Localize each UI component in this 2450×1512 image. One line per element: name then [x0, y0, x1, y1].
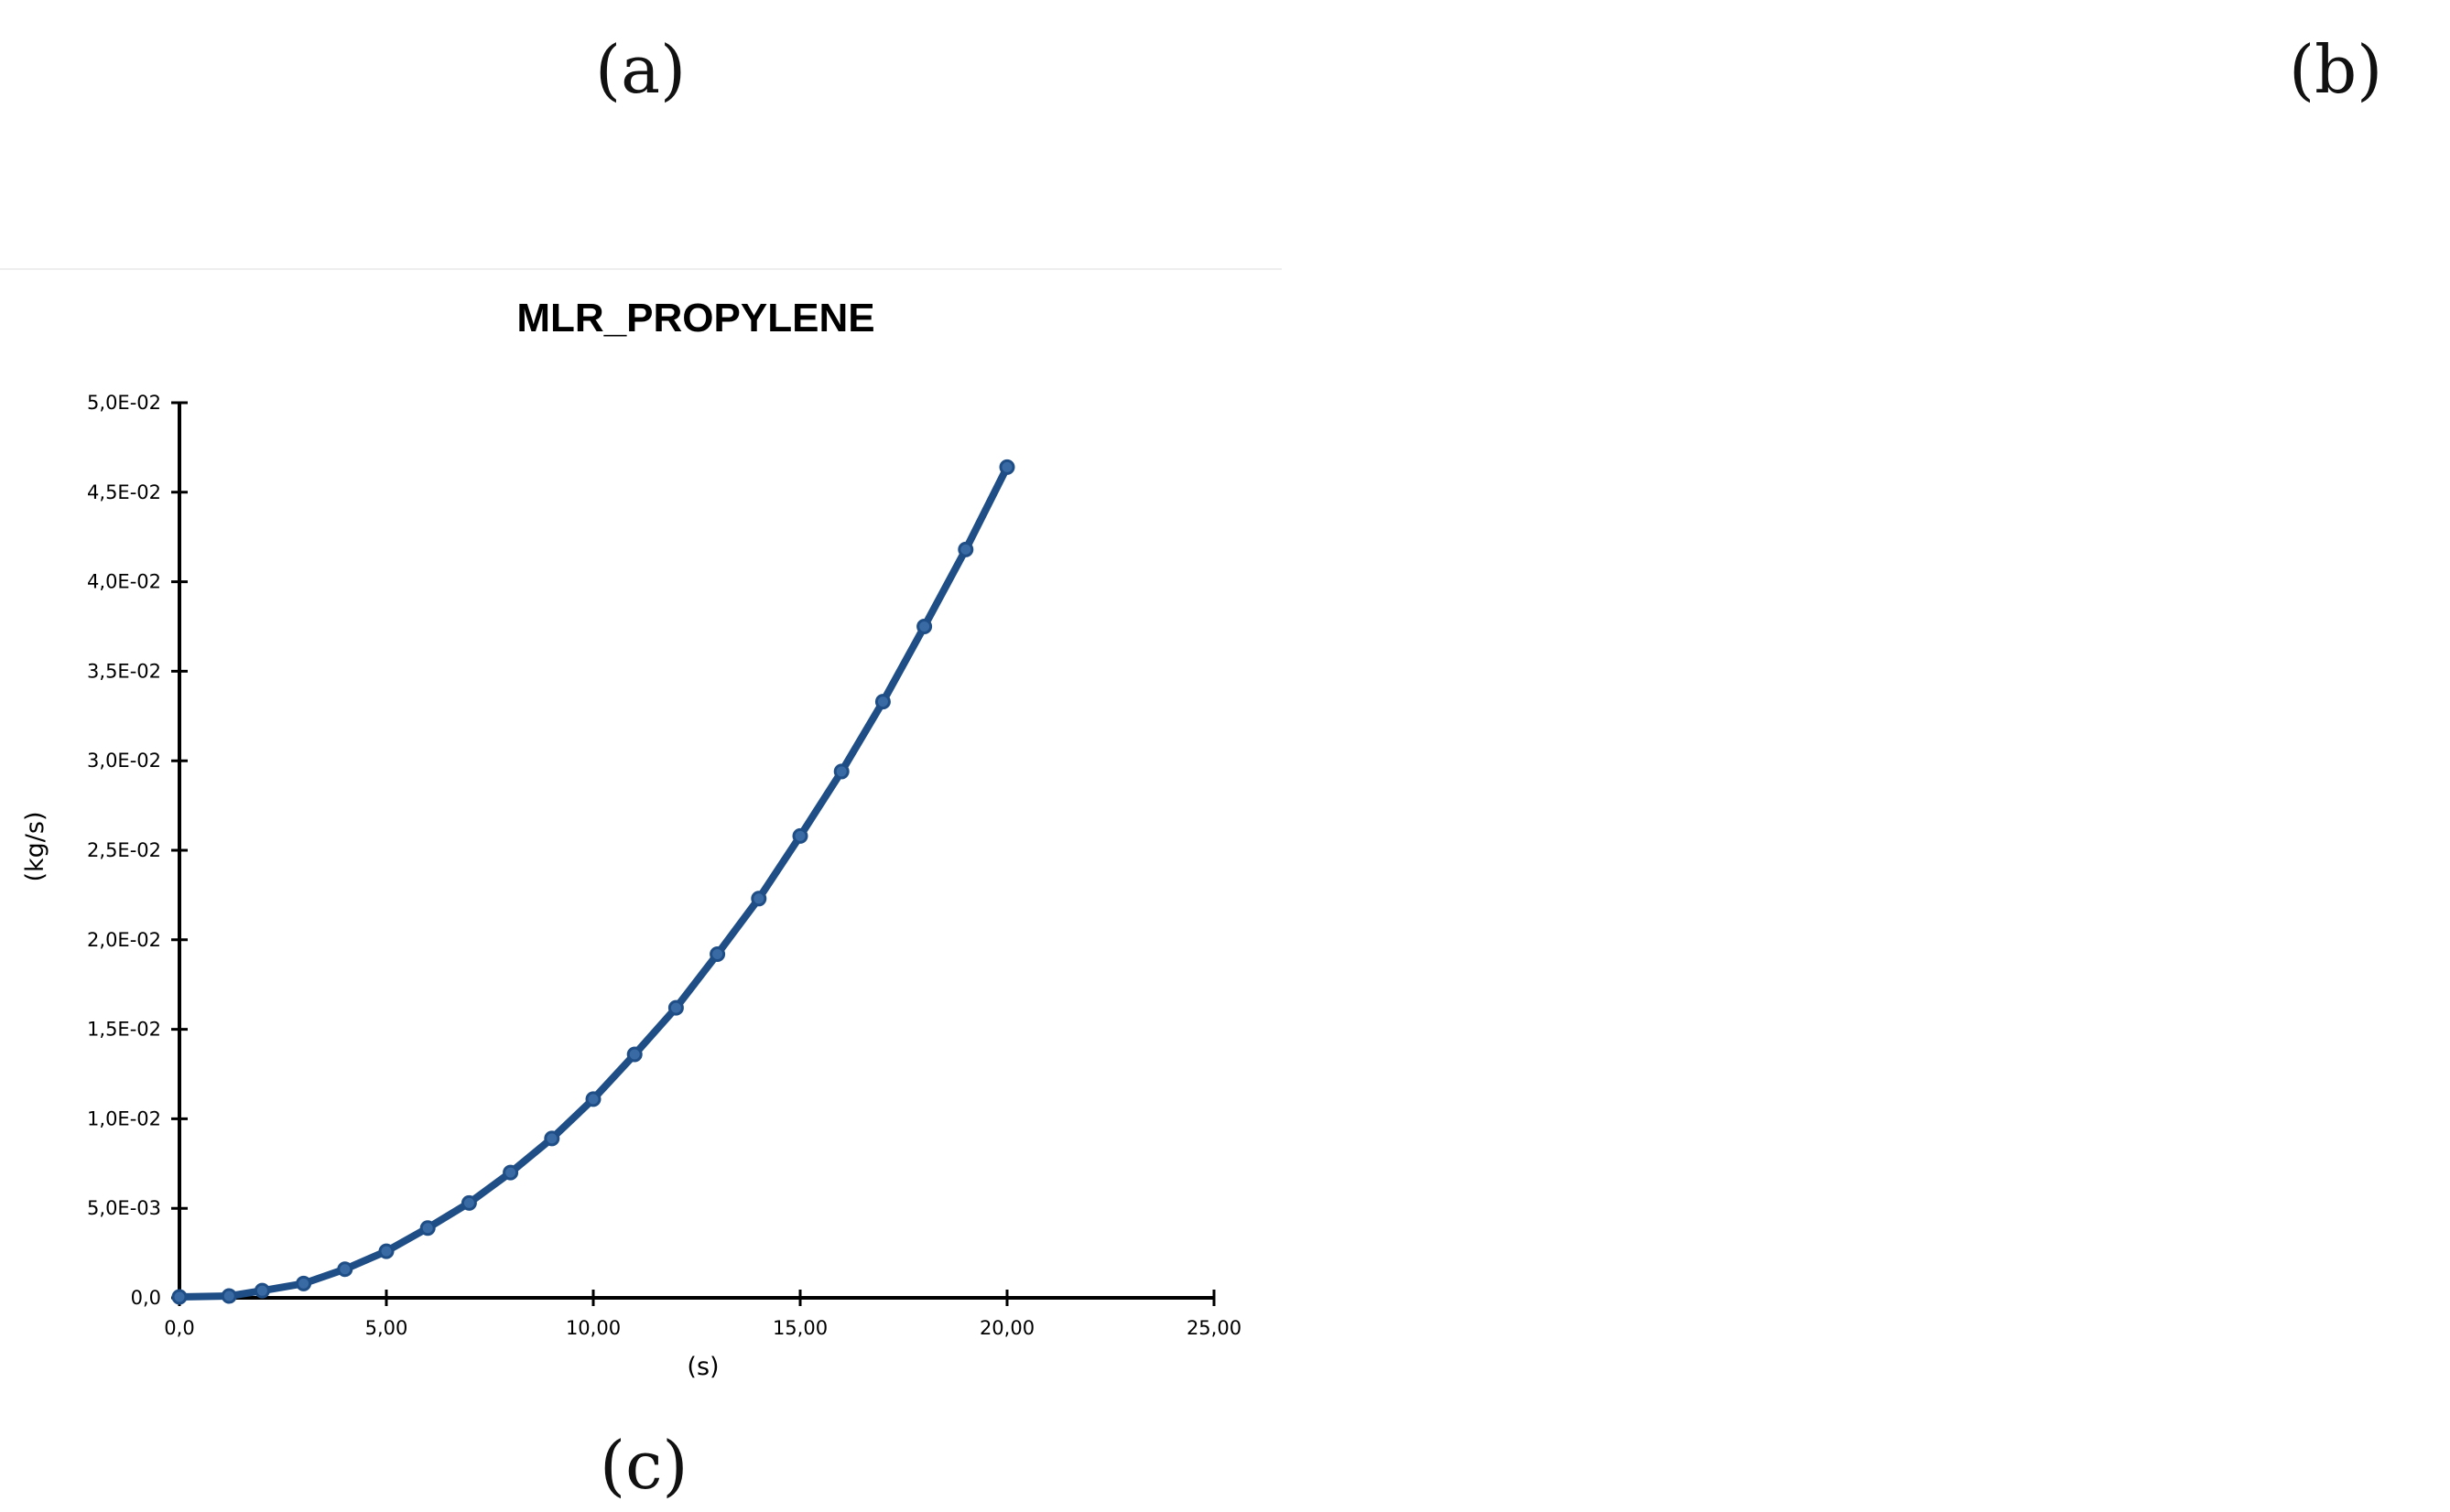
data-point — [833, 763, 850, 780]
data-point — [710, 945, 726, 962]
x-tick-label: 25,00 — [1187, 1317, 1241, 1339]
data-point — [419, 1220, 436, 1237]
data-point — [254, 1282, 270, 1299]
y-tick-label: 0,0 — [131, 1287, 161, 1309]
data-point — [792, 827, 808, 844]
y-tick-label: 3,5E-02 — [87, 660, 161, 682]
y-axis-title: (kg/s) — [21, 811, 49, 881]
panel-label-c: (c) — [600, 1427, 688, 1504]
y-tick-label: 2,0E-02 — [87, 929, 161, 951]
x-tick-label: 5,00 — [365, 1317, 408, 1339]
series-layer — [171, 459, 1015, 1305]
data-point — [378, 1243, 395, 1259]
data-point — [461, 1194, 477, 1211]
x-tick-label: 10,00 — [566, 1317, 621, 1339]
y-axis-ticks: 0,0 5,0E-03 1,0E-02 1,5E-02 2,0E-02 2,5E-02 3,… — [87, 392, 188, 1309]
data-point — [999, 459, 1015, 475]
x-axis-title: (s) — [687, 1353, 719, 1381]
x-tick-label: 20,00 — [980, 1317, 1035, 1339]
y-tick-label: 2,5E-02 — [87, 839, 161, 861]
x-axis-ticks: 0,0 5,00 10,00 15,00 20,00 25,00 — [164, 1290, 1241, 1339]
panel-label-b: (b) — [2289, 31, 2383, 108]
data-point — [874, 694, 891, 710]
data-point — [916, 619, 933, 634]
data-point — [337, 1261, 353, 1278]
data-point — [296, 1275, 312, 1291]
data-point — [626, 1046, 643, 1063]
y-tick-label: 4,5E-02 — [87, 481, 161, 503]
panel-label-a: (a) — [595, 31, 687, 108]
y-tick-label: 1,5E-02 — [87, 1019, 161, 1041]
data-point — [221, 1288, 237, 1304]
y-tick-label: 4,0E-02 — [87, 571, 161, 593]
chart-title: MLR_PROPYLENE — [516, 296, 874, 340]
y-tick-label: 3,0E-02 — [87, 750, 161, 772]
data-point — [544, 1130, 560, 1147]
data-point — [171, 1289, 188, 1305]
data-point — [751, 891, 767, 907]
data-point — [958, 541, 974, 557]
data-point — [667, 999, 684, 1016]
x-tick-label: 15,00 — [773, 1317, 828, 1339]
data-point — [503, 1164, 519, 1181]
series-line — [176, 463, 1011, 1301]
y-tick-label: 1,0E-02 — [87, 1107, 161, 1129]
chart-axes — [178, 403, 1214, 1300]
y-tick-label: 5,0E-02 — [87, 392, 161, 414]
data-point — [585, 1091, 602, 1107]
x-tick-label: 0,0 — [164, 1317, 194, 1339]
y-tick-label: 5,0E-03 — [87, 1197, 161, 1219]
